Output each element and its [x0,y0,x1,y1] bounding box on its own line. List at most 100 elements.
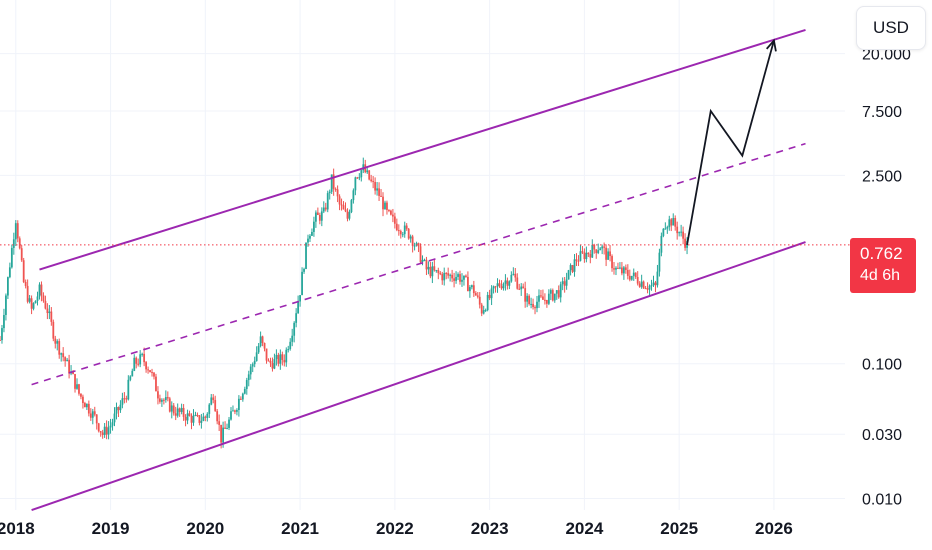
candle-273 [538,289,540,308]
candle-132 [259,331,262,348]
candle-27 [52,319,55,342]
candle-265 [522,283,525,289]
candle-80 [157,386,159,405]
candle-131 [257,343,260,354]
candle-227 [447,267,450,279]
candle-21 [40,281,43,302]
candle-140 [275,349,278,366]
candle-114 [224,421,226,429]
candle-65 [127,375,130,401]
candle-228 [449,273,452,282]
candle-115 [226,423,228,430]
candle-244 [480,302,483,317]
candle-224 [441,271,444,285]
candle-304 [599,246,602,251]
candle-67 [131,368,134,377]
y-tick-label-1: 7.500 [862,104,902,121]
candle-232 [457,272,459,281]
currency-button[interactable]: USD [856,6,926,50]
candle-246 [484,308,487,313]
candle-178 [350,198,353,214]
grid [0,0,845,510]
candle-13 [24,279,27,289]
candle-48 [93,406,96,417]
candle-182 [358,173,361,181]
candle-216 [425,256,428,276]
candle-327 [644,285,647,290]
candle-17 [32,302,35,311]
candle-333 [656,264,659,288]
candle-43 [83,401,86,408]
candle-45 [87,400,90,417]
candle-208 [409,234,412,243]
candle-91 [178,407,181,417]
candle-226 [445,272,448,280]
candle-338 [666,225,669,234]
candle-160 [314,210,317,228]
x-axis[interactable]: 2018 2019 2020 2021 2022 2023 2024 2025 2026 [0,519,793,538]
candle-337 [664,222,667,230]
candle-336 [662,228,665,238]
candle-236 [465,274,467,278]
candle-271 [534,305,536,315]
candle-210 [413,242,416,251]
candle-217 [427,261,430,275]
candle-49 [95,414,98,430]
candle-279 [549,288,552,301]
candle-52 [101,429,104,439]
candle-295 [581,246,584,254]
candle-75 [147,366,149,374]
candle-121 [237,395,240,417]
candle-253 [498,279,501,288]
candle-88 [172,402,175,416]
candle-188 [370,174,373,183]
candle-44 [85,403,88,411]
candle-54 [105,420,108,440]
candle-146 [287,345,290,353]
candle-74 [145,361,147,373]
candle-78 [153,371,155,380]
x-tick-label-3: 2021 [281,519,319,538]
candle-322 [634,272,637,279]
candle-222 [437,267,440,280]
candle-62 [121,392,124,409]
candle-1 [1,324,3,344]
candle-180 [354,176,357,196]
candle-85 [166,391,169,402]
candle-162 [318,212,321,225]
candle-211 [415,241,418,247]
candle-11 [20,245,23,262]
candle-19 [36,291,39,306]
candle-5 [8,262,11,279]
y-axis[interactable]: 20.000 7.500 2.500 0.100 0.030 0.010 [862,47,911,509]
candle-150 [295,308,298,328]
candle-32 [62,347,65,362]
candle-77 [151,368,153,377]
candle-35 [68,354,71,379]
candle-234 [461,273,463,287]
candle-72 [141,352,144,357]
candle-252 [496,278,499,293]
candle-120 [236,408,238,416]
candle-202 [397,224,400,236]
candle-320 [630,275,633,281]
currency-label: USD [873,18,909,37]
candle-26 [50,307,53,326]
candle-28 [54,335,57,349]
candle-296 [583,248,586,263]
candle-4 [6,276,9,300]
candle-157 [309,234,311,242]
candle-247 [486,291,489,312]
candle-25 [48,305,51,320]
candle-111 [218,414,221,432]
candle-310 [611,254,613,272]
candle-58 [113,407,116,427]
candle-158 [311,228,313,237]
candle-181 [356,176,359,179]
candle-128 [251,362,254,373]
candle-53 [103,422,106,438]
candle-68 [133,354,136,372]
candle-238 [468,285,471,298]
candle-269 [530,297,532,309]
